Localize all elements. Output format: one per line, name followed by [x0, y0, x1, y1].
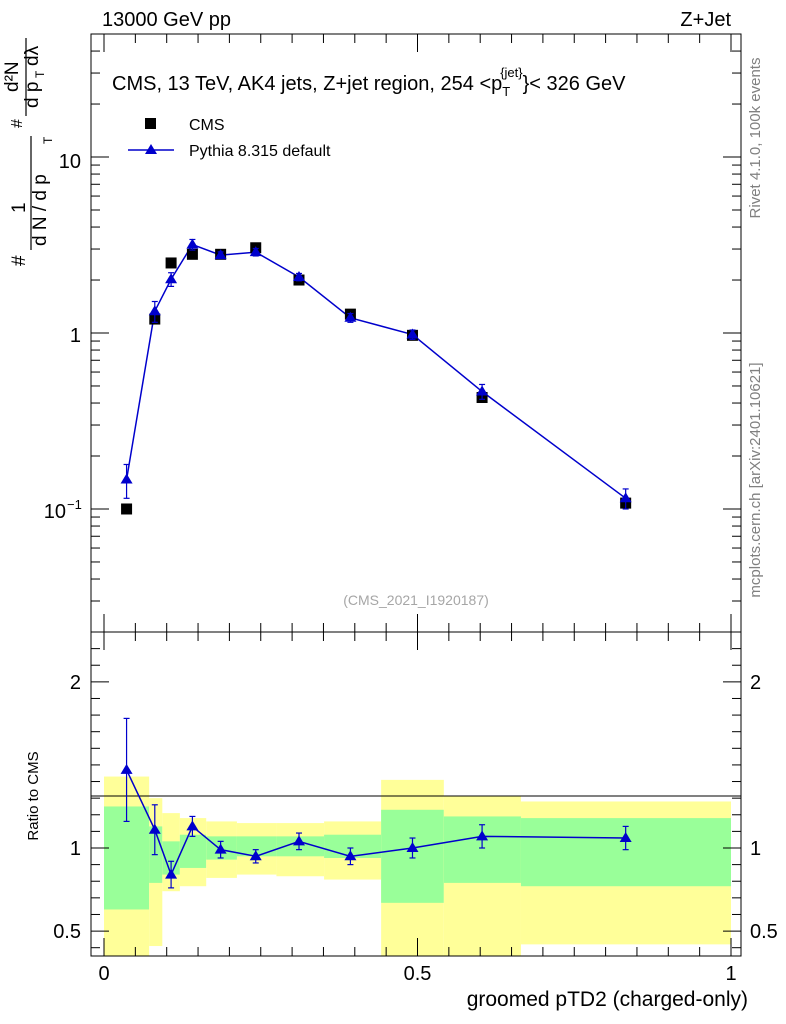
mc-point [165, 273, 178, 284]
ratio-frame [90, 631, 742, 957]
legend: CMS Pythia 8.315 default [128, 117, 331, 160]
ratio-mc-point [148, 823, 161, 834]
ratio-series [120, 717, 632, 889]
mc-point [120, 473, 133, 484]
energy-label: 13000 GeV pp [102, 9, 231, 31]
ratio-mc-point [344, 850, 357, 861]
legend-mc-label: Pythia 8.315 default [189, 143, 331, 160]
ylabel-dpt: d p [22, 82, 43, 108]
ratio-mc-point [186, 820, 199, 831]
mc-point [214, 249, 227, 260]
ratio-ytick-label-right: 1 [750, 838, 761, 860]
band-inner [104, 806, 150, 910]
ratio-ytick-label-left: 2 [70, 672, 81, 694]
ratio-mc-point [292, 835, 305, 846]
ylabel-one: 1 [9, 202, 30, 213]
ratio-mc-point [406, 842, 419, 852]
ratio-mc-point [249, 850, 262, 861]
main-panel: CMS, 13 TeV, AK4 jets, Z+jet region, 254… [2, 33, 742, 633]
mc-point [292, 271, 305, 282]
ylabel-dn-dpt-sub: T [41, 136, 55, 144]
xtick-label: 0.5 [404, 963, 432, 985]
mc-point [476, 385, 489, 396]
band-inner [179, 834, 207, 868]
y-axis-label: # 1 d N / d p T # d²N d p T dλ [2, 38, 55, 266]
legend-cms-label: CMS [189, 117, 225, 134]
ylabel-hash-1: # [9, 255, 30, 266]
panel-title: CMS, 13 TeV, AK4 jets, Z+jet region, 254… [112, 65, 626, 99]
ylabel-dpt-sub: T [33, 70, 47, 78]
ylabel-dlambda: dλ [22, 45, 43, 66]
mc-point [249, 246, 262, 257]
ratio-mc-point [214, 843, 227, 854]
ratio-ytick-label-right: 2 [750, 672, 761, 694]
mc-point [148, 305, 161, 316]
ratio-mc-point [120, 763, 133, 774]
main-ticks [91, 33, 741, 633]
rivet-label: Rivet 4.1.0, 100k events [747, 58, 764, 219]
main-ytick-label-0p1-exp: −1 [67, 497, 82, 512]
main-series [120, 238, 632, 515]
mcplots-label: mcplots.cern.ch [arXiv:2401.10621] [747, 362, 764, 597]
cms-point [121, 503, 133, 515]
ylabel-d2n: d²N [2, 61, 23, 92]
ratio-ytick-label-left: 1 [70, 838, 81, 860]
ratio-mc-point [476, 830, 489, 841]
ratio-ytick-label-left: 0.5 [53, 921, 81, 943]
cms-point [186, 248, 198, 260]
process-label: Z+Jet [680, 9, 731, 31]
mc-point [619, 492, 632, 503]
ylabel-dn-dpt: d N / d p [30, 174, 51, 246]
x-axis-label: groomed pTD2 (charged-only) [467, 988, 748, 1011]
mc-point [406, 328, 419, 339]
main-ytick-label-1: 1 [70, 325, 81, 347]
xtick-label: 1 [725, 963, 736, 985]
ratio-mc-point [619, 832, 632, 843]
main-ytick-label-0p1: 10 [44, 501, 66, 523]
band-inner [276, 836, 325, 857]
cms-point [165, 257, 177, 269]
ratio-panel: 0.5 0.5 1 1 2 2 0 0.5 1 Ratio to CMS groomed pTD… [25, 631, 778, 1011]
ratio-ticks: 0.5 0.5 1 1 2 2 0 0.5 1 [53, 632, 778, 985]
legend-cms-marker [145, 118, 156, 129]
ylabel-hash-2: # [9, 119, 26, 128]
legend-mc-marker [145, 144, 157, 154]
ratio-mc-point [165, 868, 178, 879]
mc-point [186, 238, 199, 249]
band-inner [236, 836, 277, 857]
main-ytick-label-10: 10 [59, 151, 81, 173]
watermark: (CMS_2021_I1920187) [343, 592, 489, 608]
ratio-ytick-label-right: 0.5 [750, 921, 778, 943]
mc-point [344, 311, 357, 322]
xtick-label: 0 [98, 963, 109, 985]
ratio-ylabel: Ratio to CMS [25, 751, 42, 840]
